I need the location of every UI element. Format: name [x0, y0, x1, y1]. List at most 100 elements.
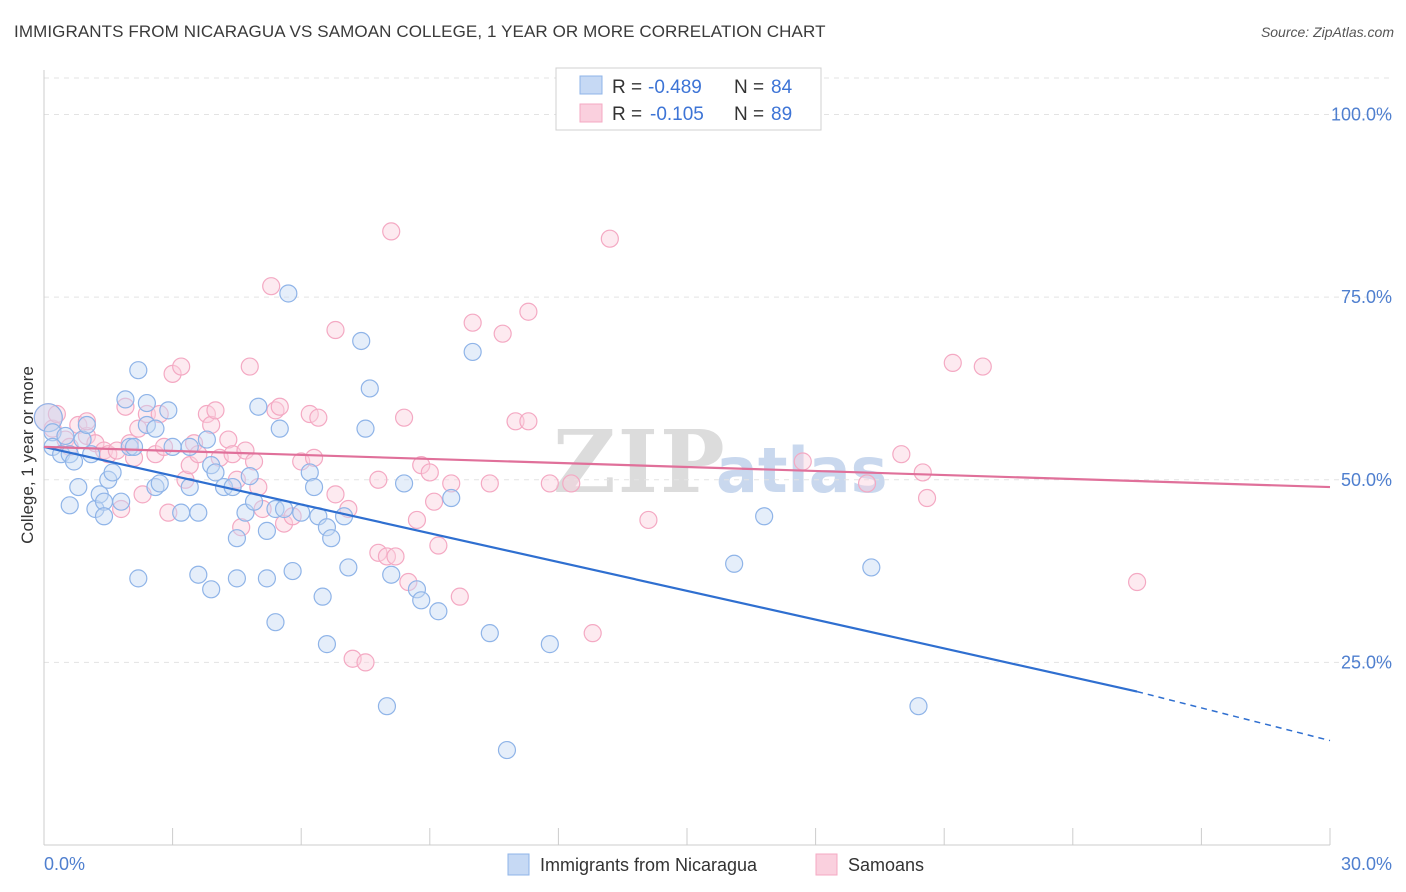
samoans-point — [519, 412, 538, 431]
samoans-point — [116, 397, 135, 416]
samoans-point — [219, 430, 238, 449]
samoans-point — [262, 277, 281, 296]
nicaragua-point — [197, 430, 216, 449]
samoans-point — [493, 324, 512, 343]
legend-n-value-2: 89 — [771, 104, 792, 125]
samoans-point — [240, 357, 259, 376]
samoans-point — [450, 587, 469, 606]
nicaragua-point — [270, 419, 289, 438]
nicaragua-point — [202, 580, 221, 599]
nicaragua-point — [172, 503, 191, 522]
samoans-point — [232, 518, 251, 537]
nicaragua-point — [377, 697, 397, 716]
samoans-point — [442, 474, 461, 493]
nicaragua-point — [317, 635, 337, 654]
samoans-point — [892, 445, 911, 464]
nicaragua-point — [266, 613, 285, 632]
nicaragua-point — [442, 488, 461, 508]
nicaragua-point — [356, 419, 375, 438]
samoans-point — [583, 624, 602, 643]
samoans-point — [506, 412, 525, 431]
samoans-point — [943, 353, 962, 372]
nicaragua-point — [339, 558, 358, 577]
series-legend-label-nicaragua: Immigrants from Nicaragua — [540, 855, 758, 875]
nicaragua-point — [120, 437, 139, 456]
nicaragua-point — [322, 529, 341, 548]
nicaragua-point — [283, 561, 302, 581]
nicaragua-point — [862, 558, 881, 577]
nicaragua-point — [129, 361, 148, 380]
samoans-point — [793, 452, 812, 471]
nicaragua-points — [33, 284, 928, 760]
x-tick-label-max: 30.0% — [1341, 854, 1392, 874]
nicaragua-point — [129, 569, 148, 588]
nicaragua-point — [137, 393, 156, 413]
samoans-point — [326, 485, 345, 504]
samoans-point — [857, 474, 877, 493]
nicaragua-point — [909, 697, 928, 716]
series-legend-swatch-samoans — [815, 853, 838, 876]
nicaragua-point — [407, 580, 427, 599]
y-tick-label: 50.0% — [1341, 470, 1392, 490]
source-credit: Source: ZipAtlas.com — [1260, 24, 1394, 40]
nicaragua-point — [56, 426, 75, 446]
samoans-point — [202, 415, 221, 435]
nicaragua-point — [497, 740, 517, 760]
samoans-point — [112, 499, 131, 519]
x-tick-marks — [43, 828, 1331, 845]
nicaragua-point — [94, 507, 114, 526]
series-legend: Immigrants from Nicaragua Samoans — [507, 853, 924, 876]
samoans-point — [600, 229, 619, 248]
samoans-point — [639, 510, 658, 530]
samoans-point — [382, 222, 401, 241]
nicaragua-point — [352, 331, 371, 351]
samoans-point — [172, 357, 191, 376]
samoans-point — [407, 510, 427, 530]
legend-n-label-1: N = — [734, 77, 764, 98]
samoans-point — [420, 463, 439, 482]
nicaragua-point — [304, 477, 324, 497]
nicaragua-point — [60, 496, 79, 515]
legend-swatch-samoans — [579, 103, 603, 123]
nicaragua-point — [300, 463, 319, 482]
series-legend-label-samoans: Samoans — [848, 855, 924, 875]
samoans-point — [480, 474, 499, 493]
series-legend-swatch-nicaragua — [507, 853, 530, 876]
nicaragua-point — [249, 397, 268, 416]
samoans-point — [913, 463, 932, 482]
legend-r-label-2: R = — [612, 104, 642, 125]
nicaragua-point — [317, 518, 337, 537]
nicaragua-point — [313, 587, 332, 606]
y-tick-label: 75.0% — [1341, 287, 1392, 307]
nicaragua-point — [163, 437, 182, 456]
samoans-point — [463, 313, 482, 332]
samoans-point — [519, 302, 538, 321]
chart-title: IMMIGRANTS FROM NICARAGUA VS SAMOAN COLL… — [14, 22, 826, 41]
nicaragua-point — [206, 463, 225, 482]
nicaragua-point — [227, 569, 246, 588]
nicaragua-trend-line — [43, 445, 1138, 693]
nicaragua-point — [227, 529, 246, 548]
nicaragua-point — [240, 467, 259, 486]
y-tick-labels: 100.0% 75.0% 50.0% 25.0% — [1331, 105, 1392, 673]
samoans-point — [424, 492, 444, 511]
nicaragua-point — [279, 284, 298, 303]
samoans-point — [973, 357, 992, 376]
samoans-point — [562, 474, 581, 493]
legend-n-label-2: N = — [734, 104, 764, 125]
samoans-points — [33, 222, 1147, 672]
nicaragua-point — [429, 602, 448, 621]
correlation-legend: R = -0.489 N = 84 R = -0.105 N = 89 — [555, 67, 822, 131]
nicaragua-point — [77, 415, 96, 435]
y-axis-label: College, 1 year or more — [18, 366, 37, 544]
watermark-zip: ZIP — [553, 412, 727, 513]
nicaragua-point — [150, 474, 169, 493]
samoans-point — [326, 320, 345, 340]
samoans-point — [1127, 572, 1147, 592]
nicaragua-point — [463, 342, 482, 362]
samoans-point — [270, 397, 289, 416]
samoans-trend-line — [43, 445, 1331, 489]
samoans-point — [309, 408, 328, 427]
nicaragua-point — [146, 419, 165, 438]
